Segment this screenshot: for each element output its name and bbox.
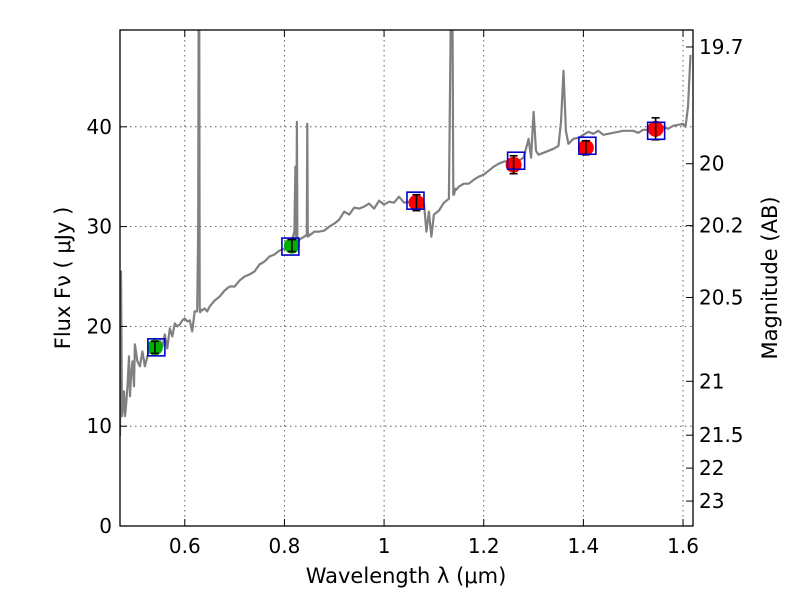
y-tick-label: 0 (99, 514, 112, 538)
model-point (578, 136, 597, 156)
model-point (147, 338, 166, 357)
axes: 0.6 0.8 1 1.2 1.4 1.6 0 10 20 30 40 19.7 20 20.2 20.5 2… (87, 30, 744, 558)
magnitude-tick-label: 21.5 (699, 423, 744, 447)
x-tick-label: 1 (378, 534, 391, 558)
plot-frame (119, 29, 694, 527)
model-point (406, 191, 425, 210)
y-axis-title-right: Magnitude (AB) (758, 196, 782, 359)
magnitude-tick-label: 20 (699, 152, 724, 176)
y-tick-label: 20 (87, 314, 112, 338)
y-axis-title-left: Flux Fν ( μJy ) (51, 207, 75, 350)
model-point (506, 151, 526, 171)
x-tick-label: 1.4 (567, 534, 599, 558)
x-tick-label: 1.6 (667, 534, 699, 558)
model-point (646, 121, 666, 141)
magnitude-tick-label: 21 (699, 369, 724, 393)
y-tick-label: 40 (87, 115, 112, 139)
model-point (281, 237, 300, 256)
y-tick-label: 10 (87, 414, 112, 438)
magnitude-tick-label: 20.5 (699, 285, 744, 309)
x-tick-label: 0.8 (269, 534, 301, 558)
magnitude-tick-label: 22 (699, 456, 724, 480)
y-tick-label: 30 (87, 215, 112, 239)
photometry-points (146, 117, 666, 357)
magnitude-tick-label: 19.7 (699, 35, 744, 59)
x-axis-title: Wavelength λ (μm) (306, 564, 507, 588)
magnitude-tick-label: 23 (699, 489, 724, 513)
magnitude-tick-label: 20.2 (699, 214, 744, 238)
spectrum-line (120, 30, 692, 437)
x-tick-label: 1.2 (468, 534, 500, 558)
grid-lines (120, 30, 693, 526)
spectrum-series (120, 30, 692, 437)
x-tick-label: 0.6 (169, 534, 201, 558)
